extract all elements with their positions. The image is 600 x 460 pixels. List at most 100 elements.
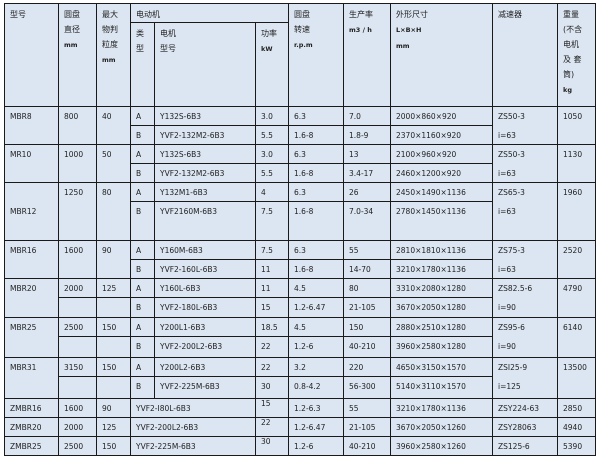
motor-model-cell: Y160L-6B3 bbox=[154, 278, 256, 298]
weight-cell: 1130 bbox=[557, 144, 597, 183]
weight-cell: 2850 bbox=[557, 398, 597, 418]
power-cell: 3.0 bbox=[254, 144, 290, 164]
motor-model-cell: YVF2-132M2-6B3 bbox=[154, 163, 256, 183]
table-row: MBR20 2000 125 A Y160L-6B3 11 4.5 80 3310×2080×1… bbox=[4, 278, 597, 318]
reducer-cell: ZS50-3 bbox=[492, 106, 559, 126]
motor-type-cell: B bbox=[130, 297, 155, 318]
speed-cell: 6.3 bbox=[288, 182, 345, 202]
dimensions-cell: 2810×1810×1136 bbox=[390, 240, 494, 260]
model-cell: MBR12 bbox=[4, 182, 59, 241]
model-cell: ZMBR16 bbox=[4, 398, 59, 418]
power-cell: 30 bbox=[254, 436, 290, 456]
power-cell: 15 bbox=[254, 398, 290, 418]
power-cell: 15 bbox=[254, 297, 290, 318]
feed-size-cell: 125 bbox=[96, 417, 131, 437]
speed-cell: 1.2-6.3 bbox=[288, 398, 345, 418]
dimensions-cell: 3960×2580×1260 bbox=[390, 436, 494, 456]
dimensions-cell: 4650×3150×1570 bbox=[390, 357, 494, 377]
motor-type-cell: A bbox=[130, 240, 155, 260]
capacity-cell: 40-210 bbox=[343, 436, 392, 456]
motor-type-cell: B bbox=[130, 125, 155, 145]
model-cell: MBR25 bbox=[4, 317, 59, 358]
feed-size-cell: 150 bbox=[96, 357, 131, 377]
diameter-cell: 2000 bbox=[58, 417, 97, 437]
capacity-cell: 7.0 bbox=[343, 106, 392, 126]
motor-type-cell: A bbox=[130, 317, 155, 337]
table-row: B YVF2160M-6B3 7.5 1.6-8 7.0-34 2780×1450×113… bbox=[5, 201, 596, 241]
motor-model-cell: YVF2-225M-6B3 bbox=[130, 436, 256, 456]
speed-cell: 1.2-6.47 bbox=[288, 417, 345, 437]
capacity-cell: 3.4-17 bbox=[343, 163, 392, 183]
dimensions-cell: 2100×960×920 bbox=[390, 144, 494, 164]
speed-cell: 1.2-6 bbox=[288, 436, 345, 456]
motor-model-cell: Y200L2-6B3 bbox=[154, 357, 256, 377]
weight-cell: 2520 bbox=[557, 240, 597, 279]
dimensions-cell: 2370×1160×920 bbox=[390, 125, 494, 145]
model-cell: MR10 bbox=[4, 144, 59, 183]
diameter-cell: 3150 bbox=[58, 357, 97, 377]
model-cell: ZMBR25 bbox=[4, 436, 59, 456]
model-cell: ZMBR20 bbox=[4, 417, 59, 437]
power-cell: 22 bbox=[254, 336, 290, 358]
model-cell: MBR8 bbox=[4, 106, 59, 145]
reducer-cell: ZSI25-9 bbox=[492, 357, 559, 377]
capacity-cell: 21-105 bbox=[343, 297, 392, 318]
feed-size-cell: 90 bbox=[96, 398, 131, 418]
speed-cell: 1.6-8 bbox=[288, 201, 345, 241]
header-capacity: 生产率 m3 / h bbox=[343, 3, 392, 107]
weight-cell: 4940 bbox=[557, 417, 597, 437]
motor-model-cell: Y132M1-6B3 bbox=[154, 182, 256, 202]
table-row: B YVF2-132M2-6B3 5.5 1.6-8 1.8-9 2370×1160×92… bbox=[5, 125, 596, 145]
capacity-cell: 14-70 bbox=[343, 259, 392, 279]
power-cell: 11 bbox=[254, 259, 290, 279]
motor-model-cell: YVF2160M-6B3 bbox=[154, 201, 256, 241]
speed-cell: 1.6-8 bbox=[288, 163, 345, 183]
table-row: ZMBR25 2500 150 YVF2-225M-6B3 30 1.2-6 40-210 3… bbox=[4, 436, 597, 456]
dimensions-cell: 3960×2580×1280 bbox=[390, 336, 494, 358]
dimensions-cell: 2000×860×920 bbox=[390, 106, 494, 126]
feed-size-cell: 40 bbox=[96, 106, 131, 145]
speed-cell: 4.5 bbox=[288, 317, 345, 337]
motor-type-cell: B bbox=[130, 163, 155, 183]
header-diameter: 圆盘 直径 mm bbox=[58, 3, 97, 107]
reducer-ratio-cell: i=90 bbox=[492, 297, 559, 318]
feed-size-cell bbox=[96, 376, 131, 399]
speed-cell: 0.8-4.2 bbox=[288, 376, 345, 399]
table-row: B YVF2-160L-6B3 11 1.6-8 14-70 3210×1780×1136… bbox=[5, 259, 596, 279]
reducer-cell: ZS65-3 bbox=[492, 182, 559, 202]
speed-cell: 6.3 bbox=[288, 144, 345, 164]
motor-type-cell: B bbox=[130, 201, 155, 241]
motor-model-cell: Y200L1-6B3 bbox=[154, 317, 256, 337]
model-cell: MBR20 bbox=[4, 278, 59, 318]
dimensions-cell: 3310×2080×1280 bbox=[390, 278, 494, 298]
weight-cell: 1050 bbox=[557, 106, 597, 145]
feed-size-cell: 125 bbox=[96, 278, 131, 298]
dimensions-cell: 3210×1780×1136 bbox=[390, 259, 494, 279]
feed-size-cell: 50 bbox=[96, 144, 131, 183]
speed-cell: 1.2-6 bbox=[288, 336, 345, 358]
feed-size-cell bbox=[96, 297, 131, 318]
dimensions-cell: 2780×1450×1136 bbox=[390, 201, 494, 241]
motor-type-cell: B bbox=[130, 259, 155, 279]
reducer-ratio-cell: i=63 bbox=[492, 163, 559, 183]
capacity-cell: 220 bbox=[343, 357, 392, 377]
table-row: MR10 1000 50 A Y132S-6B3 3.0 6.3 13 2100×960×920… bbox=[4, 144, 597, 183]
capacity-cell: 7.0-34 bbox=[343, 201, 392, 241]
dimensions-cell: 3670×2050×1280 bbox=[390, 297, 494, 318]
motor-model-cell: Y160M-6B3 bbox=[154, 240, 256, 260]
model-cell: MBR31 bbox=[4, 357, 59, 399]
dimensions-cell: 3210×1780×1136 bbox=[390, 398, 494, 418]
header-power: 功率 kW bbox=[254, 22, 290, 107]
power-cell: 18.5 bbox=[254, 317, 290, 337]
weight-cell: 13500 bbox=[557, 357, 597, 399]
speed-cell: 1.6-8 bbox=[288, 125, 345, 145]
power-cell: 7.5 bbox=[254, 201, 290, 241]
header-motor-model: 电机 型号 bbox=[154, 22, 256, 107]
reducer-ratio-cell: i=125 bbox=[492, 376, 559, 399]
motor-type-cell: A bbox=[130, 106, 155, 126]
table-row: MBR8 800 40 A Y132S-6B3 3.0 6.3 7.0 2000×860×920… bbox=[4, 106, 597, 145]
motor-type-cell: A bbox=[130, 182, 155, 202]
header-row-1: 型号 圆盘 直径 mm 最大 物判 粒度 mm 电动机 圆盘 转速 r.p.m 生产率 m3 /… bbox=[4, 3, 597, 107]
power-cell: 5.5 bbox=[254, 163, 290, 183]
header-feed-size: 最大 物判 粒度 mm bbox=[96, 3, 131, 107]
